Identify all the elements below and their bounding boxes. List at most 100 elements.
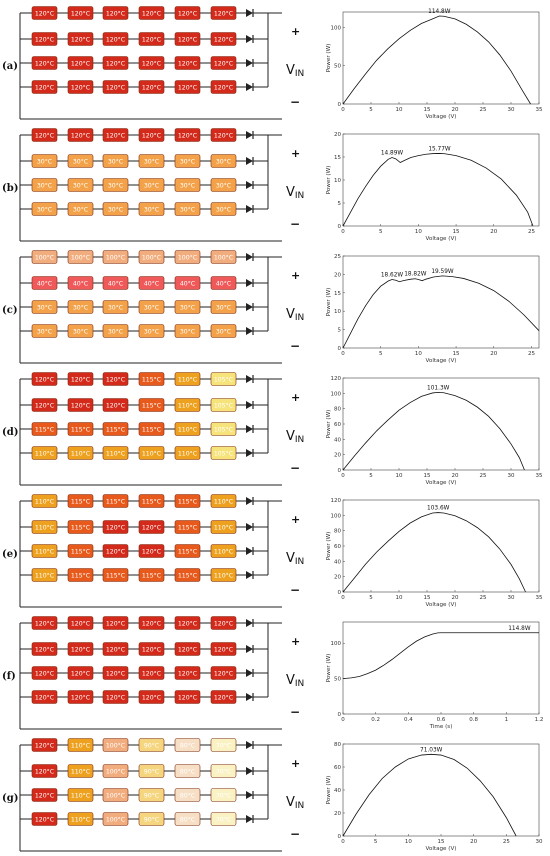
cell-temp-label: 115°C (71, 571, 90, 579)
peak-label: 18.62W (381, 272, 404, 278)
pv-cell (102, 568, 129, 582)
diode-icon (246, 741, 253, 749)
pv-cell (31, 616, 58, 630)
pv-cell (174, 250, 201, 264)
x-tick-label: 0.6 (437, 717, 446, 723)
y-axis-label: Power (W) (326, 776, 332, 805)
peak-label: 114.8W (428, 9, 451, 15)
pv-cell (138, 568, 165, 582)
x-tick-label: 5 (369, 107, 373, 113)
cell-temp-label: 115°C (142, 425, 161, 433)
diode-icon (246, 425, 253, 433)
cell-temp-label: 115°C (178, 497, 197, 505)
minus-sign: − (290, 827, 300, 841)
pv-cell (174, 276, 201, 290)
x-tick-label: 10 (396, 107, 403, 113)
cell-temp-label: 30°C (216, 181, 231, 189)
cell-temp-label: 115°C (71, 497, 90, 505)
minus-sign: − (290, 339, 300, 353)
vin-label: VIN (286, 307, 304, 323)
cell-temp-label: 120°C (106, 83, 125, 91)
pv-cell (67, 154, 94, 168)
cell-temp-label: 110°C (178, 425, 197, 433)
y-tick-label: 20 (334, 453, 341, 459)
cell-temp-label: 100°C (178, 253, 197, 261)
pv-cell (210, 6, 237, 20)
pv-cell (102, 300, 129, 314)
x-tick-label: 10 (405, 839, 412, 845)
y-tick-label: 0 (338, 102, 342, 108)
cell-temp-label: 30°C (37, 205, 52, 213)
pv-cell (31, 666, 58, 680)
cell-temp-label: 115°C (106, 497, 125, 505)
cell-temp-label: 120°C (35, 645, 54, 653)
cell-temp-label: 110°C (214, 571, 233, 579)
x-axis-label: Voltage (V) (426, 602, 457, 608)
y-tick-label: 0 (338, 590, 342, 596)
y-axis-label: Power (W) (326, 654, 332, 683)
pv-cell (67, 764, 94, 778)
vin-subscript: IN (295, 435, 304, 445)
pv-cell (102, 666, 129, 680)
pv-cell (67, 32, 94, 46)
pv-cell (102, 324, 129, 338)
cell-temp-label: 120°C (214, 83, 233, 91)
diode-icon (246, 279, 253, 287)
vin-label: VIN (286, 429, 304, 445)
x-axis-label: Time (s) (429, 724, 453, 730)
x-tick-label: 0.2 (371, 717, 380, 723)
pv-cell (67, 494, 94, 508)
chart: 0 0.2 0.4 0.6 0.8 1 1.2 0 50 100 Time (s) Power (W)… (326, 621, 543, 730)
panel-1: 120°C 120°C 120°C 120°C 120°C 120°C 120°C 120°C… (2, 6, 543, 120)
pv-cell (67, 666, 94, 680)
diode-icon (246, 497, 253, 505)
pv-cell (174, 422, 201, 436)
diode-icon (246, 669, 253, 677)
y-tick-label: 80 (334, 407, 341, 413)
pv-cell (210, 250, 237, 264)
minus-sign: − (290, 461, 300, 475)
pv-cell (67, 276, 94, 290)
cell-temp-label: 90°C (144, 791, 159, 799)
y-tick-label: 5 (338, 328, 342, 334)
y-tick-label: 20 (334, 575, 341, 581)
diode-icon (246, 401, 253, 409)
panel-6: 120°C 120°C 120°C 120°C 120°C 120°C 120°C 120°C… (2, 616, 543, 730)
power-curve (342, 15, 531, 105)
cell-temp-label: 110°C (214, 523, 233, 531)
pv-cell (31, 276, 58, 290)
pv-cell (174, 32, 201, 46)
cell-temp-label: 30°C (180, 327, 195, 335)
cell-temp-label: 90°C (144, 815, 159, 823)
cell-temp-label: 30°C (180, 205, 195, 213)
x-tick-label: 15 (453, 351, 460, 357)
pv-cell (210, 544, 237, 558)
cell-temp-label: 120°C (106, 9, 125, 17)
peak-label: 101.3W (427, 385, 450, 391)
pv-cell (174, 324, 201, 338)
cell-temp-label: 115°C (71, 547, 90, 555)
power-curve (342, 753, 517, 837)
cell-temp-label: 30°C (73, 157, 88, 165)
cell-temp-label: 120°C (71, 619, 90, 627)
x-tick-label: 15 (453, 229, 460, 235)
cell-temp-label: 105°C (214, 449, 233, 457)
x-tick-label: 0.8 (469, 717, 478, 723)
cell-temp-label: 120°C (35, 83, 54, 91)
pv-cell (67, 178, 94, 192)
cell-temp-label: 120°C (35, 131, 54, 139)
cell-temp-label: 110°C (35, 497, 54, 505)
pv-cell (138, 80, 165, 94)
cell-temp-label: 120°C (178, 131, 197, 139)
plot-area (342, 377, 540, 471)
pv-cell (67, 372, 94, 386)
x-tick-label: 0 (341, 595, 345, 601)
cell-temp-label: 120°C (71, 401, 90, 409)
pv-cell (31, 56, 58, 70)
panel-2: 120°C 120°C 120°C 120°C 120°C 120°C 30°C 30°C 30… (2, 128, 540, 242)
cell-temp-label: 120°C (142, 645, 161, 653)
power-curve (342, 512, 526, 593)
chart: 0 5 10 15 20 25 30 35 0 50 100 Voltage (V) Power (W)… (326, 9, 543, 120)
cell-temp-label: 30°C (73, 205, 88, 213)
pv-cell (67, 422, 94, 436)
